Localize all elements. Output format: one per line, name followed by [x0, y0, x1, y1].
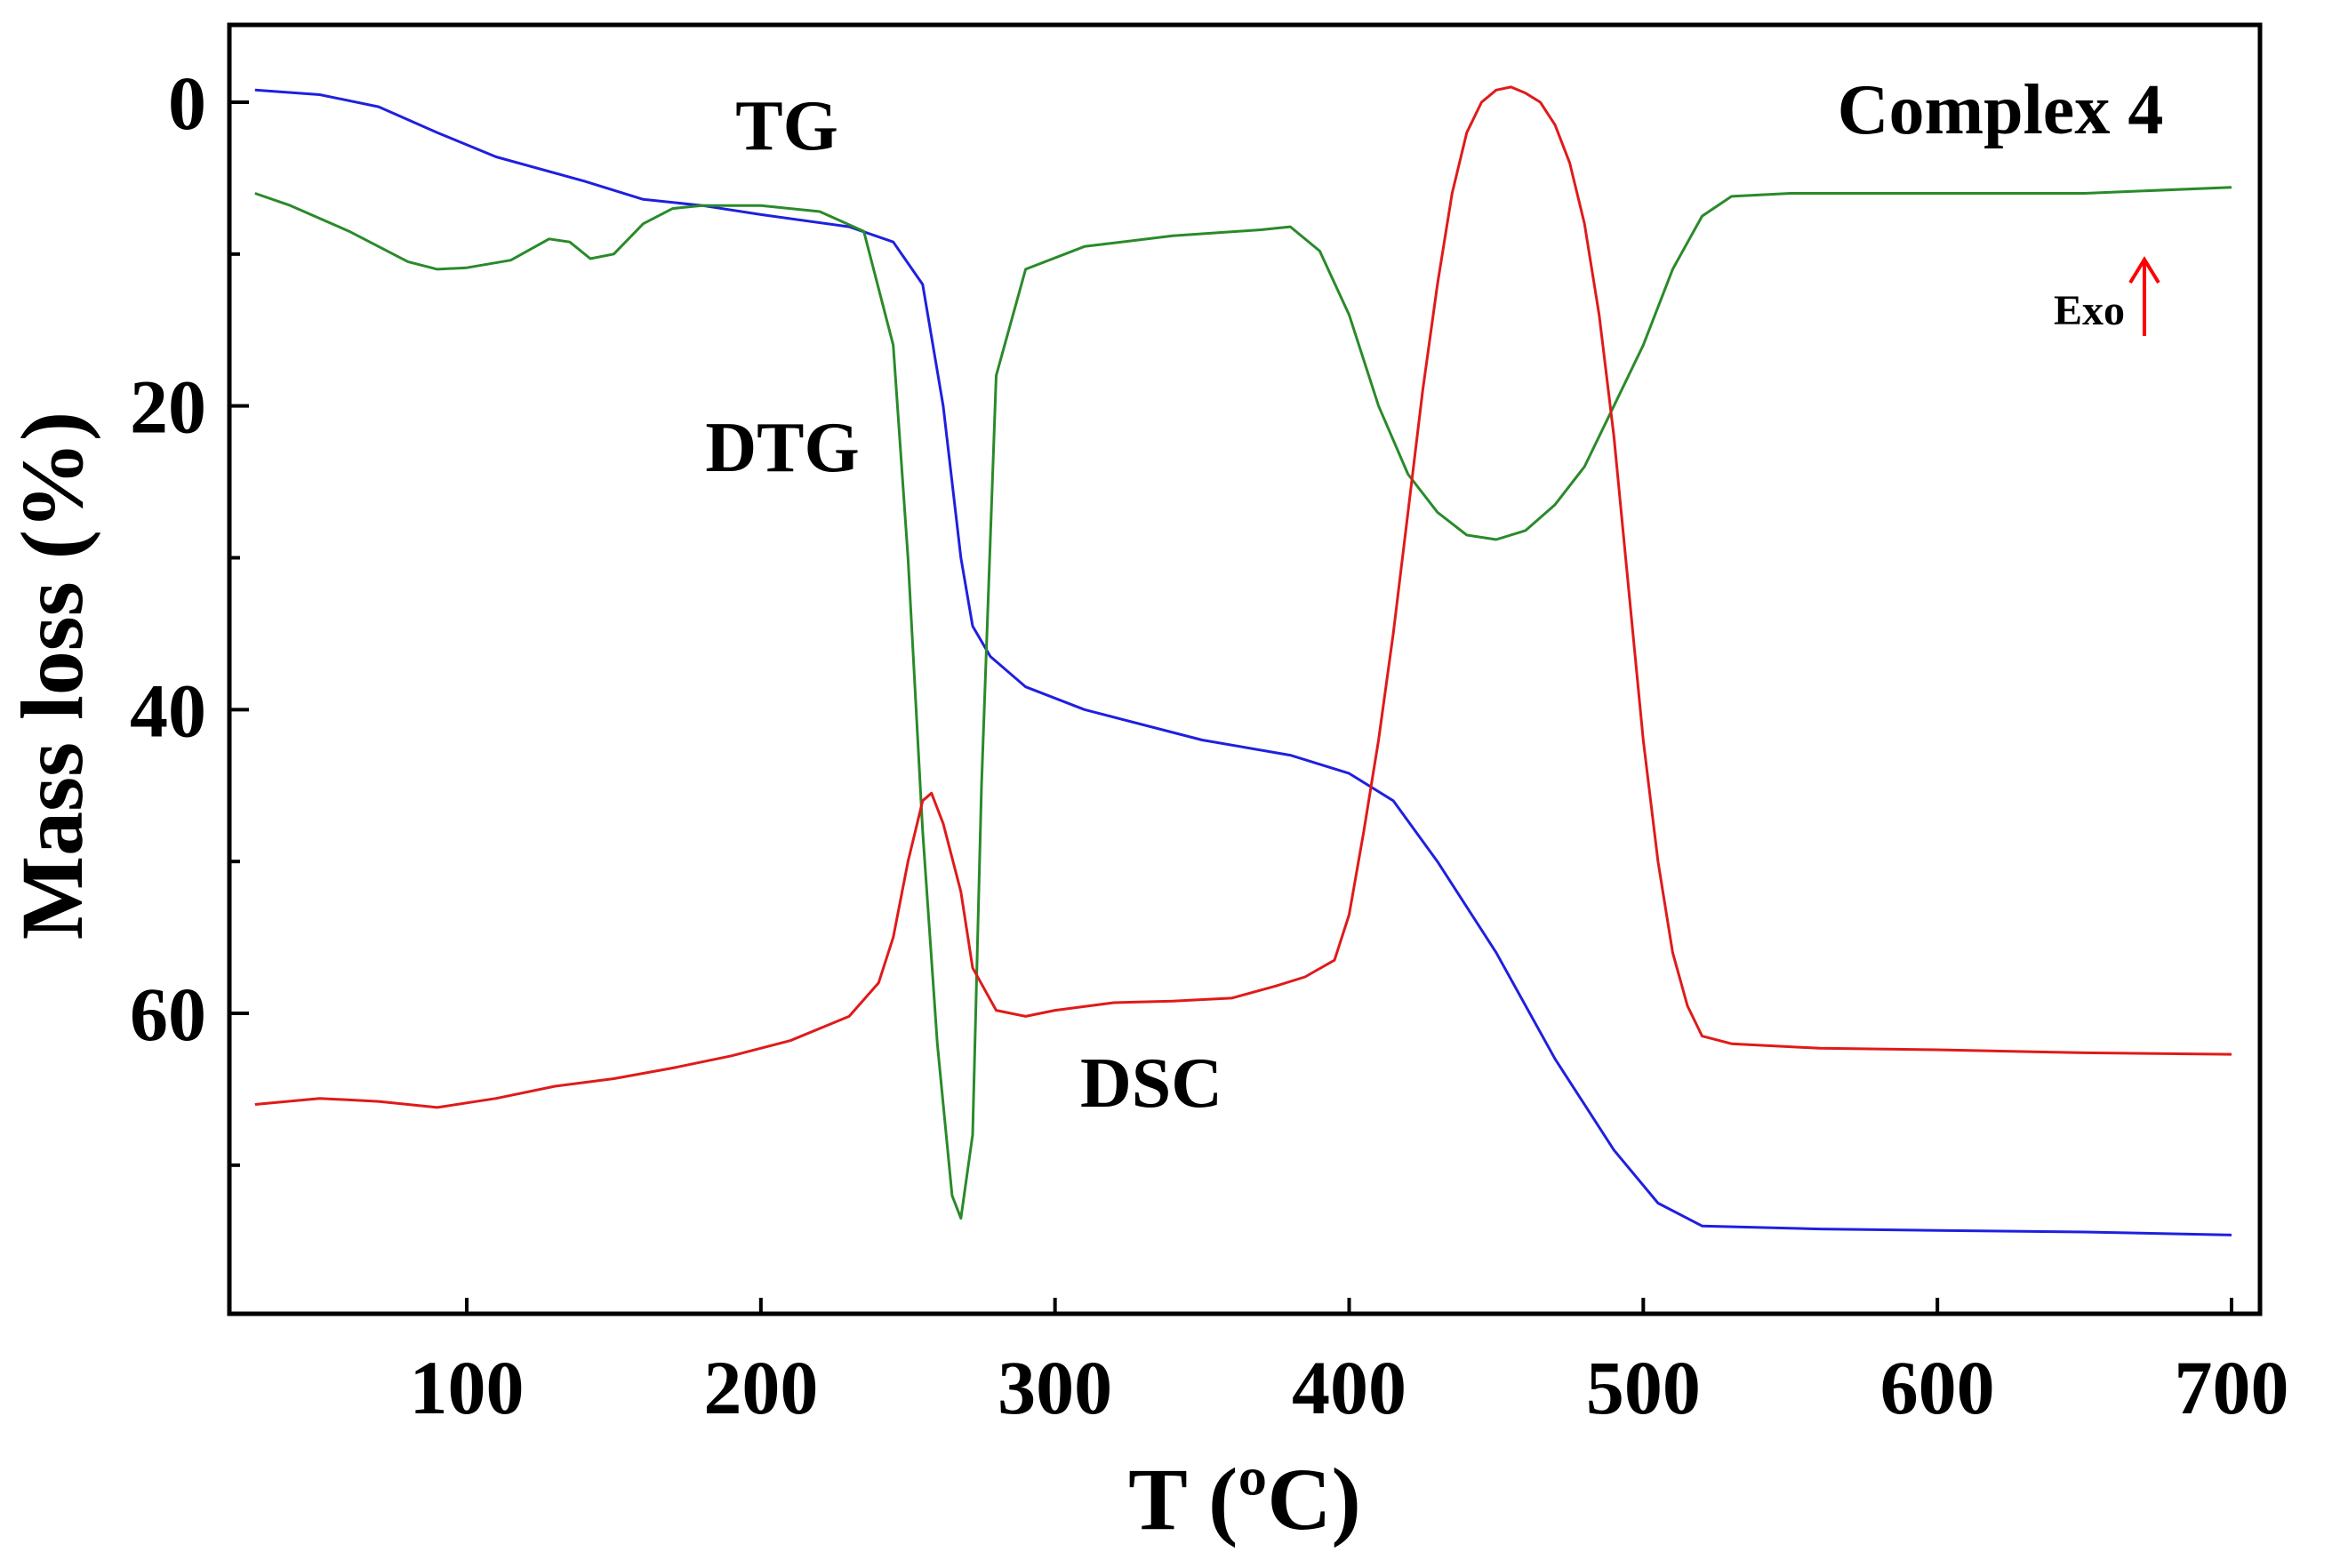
x-tick-label-600: 600 [1880, 1345, 1995, 1430]
chart-title: Complex 4 [1838, 71, 2164, 149]
dsc-curve-label: DSC [1080, 1044, 1222, 1123]
x-axis-title: T (ºC) [1128, 1450, 1361, 1548]
y-tick-label-40: 40 [130, 668, 206, 753]
series-layer [254, 85, 2232, 1236]
tick-layer: 100 200 300 400 500 600 700 0 20 40 60 [130, 60, 2289, 1430]
series-line-dsc [254, 85, 2232, 1109]
dtg-curve-label: DTG [705, 409, 859, 487]
exo-arrow-icon [2128, 256, 2160, 336]
tg-curve-label: TG [735, 87, 838, 165]
x-tick-label-200: 200 [703, 1345, 818, 1430]
y-axis-title: Mass loss (%) [3, 412, 101, 940]
y-tick-label-60: 60 [130, 972, 206, 1057]
series-line-dtg [254, 186, 2232, 1220]
x-tick-label-700: 700 [2175, 1345, 2289, 1430]
series-line-tg [254, 88, 2232, 1236]
x-tick-label-500: 500 [1586, 1345, 1701, 1430]
y-tick-label-20: 20 [130, 364, 206, 450]
plot-frame [227, 22, 2263, 1316]
exo-arrow-head [2128, 256, 2160, 284]
x-tick-label-300: 300 [998, 1345, 1112, 1430]
exo-label: Exo [2054, 287, 2125, 334]
x-tick-label-400: 400 [1292, 1345, 1406, 1430]
y-tick-label-0: 0 [168, 60, 206, 146]
label-layer: Complex 4 T (ºC) Mass loss (%) TG DTG DS… [3, 71, 2163, 1548]
x-tick-label-100: 100 [410, 1345, 525, 1430]
